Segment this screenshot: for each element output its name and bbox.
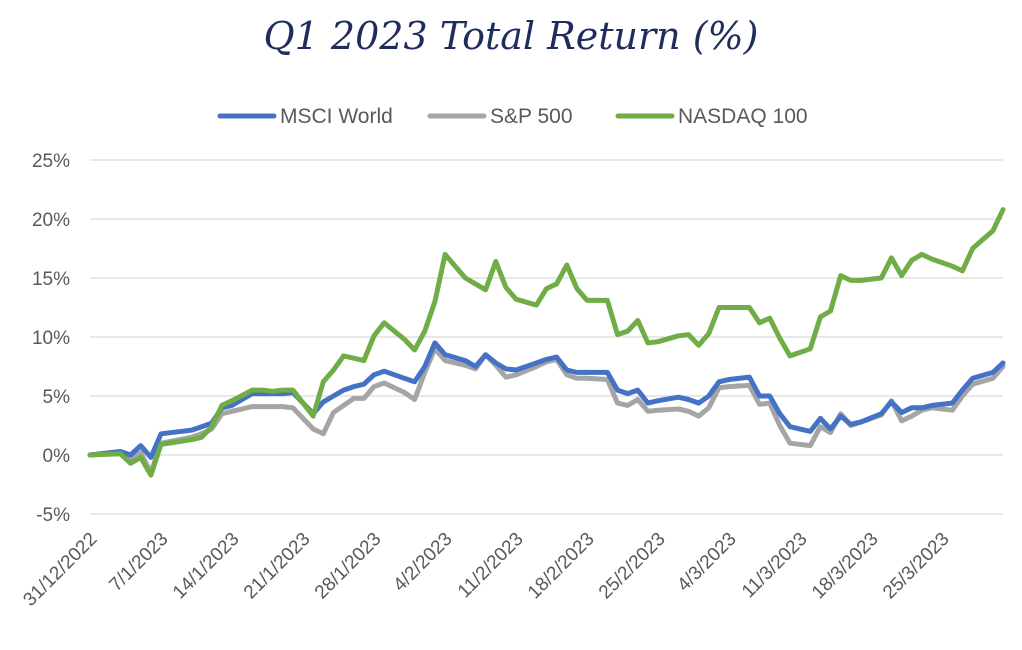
x-tick-label: 18/3/2023 xyxy=(808,529,883,604)
x-tick-label: 14/1/2023 xyxy=(169,529,244,604)
x-tick-label: 11/3/2023 xyxy=(738,529,812,603)
y-tick-label: 10% xyxy=(32,328,70,349)
x-tick-label: 18/2/2023 xyxy=(524,529,599,604)
y-tick-label: 20% xyxy=(32,210,70,231)
y-tick-label: 5% xyxy=(43,387,71,408)
x-tick-label: 25/3/2023 xyxy=(879,529,954,604)
legend: MSCI World S&P 500 NASDAQ 100 xyxy=(217,105,808,128)
x-tick-label: 28/1/2023 xyxy=(311,529,386,604)
legend-label: NASDAQ 100 xyxy=(678,105,808,128)
y-axis: -5% 0% 5% 10% 15% 20% 25% xyxy=(32,151,70,526)
series-lines xyxy=(87,207,1006,478)
chart-title: Q1 2023 Total Return (%) xyxy=(263,14,759,58)
x-tick-label: 31/12/2022 xyxy=(19,529,101,611)
x-tick-label: 25/2/2023 xyxy=(595,529,670,604)
series-line-s-p-500 xyxy=(87,346,1006,476)
x-tick-label: 4/2/2023 xyxy=(389,529,456,596)
x-tick-label: 11/2/2023 xyxy=(454,529,528,603)
x-tick-label: 7/1/2023 xyxy=(105,529,172,596)
y-tick-label: -5% xyxy=(36,505,70,526)
y-tick-label: 15% xyxy=(32,269,70,290)
legend-label: MSCI World xyxy=(280,105,393,128)
y-tick-label: 25% xyxy=(32,151,70,172)
series-line-msci-world xyxy=(87,340,1006,460)
series-line-nasdaq-100 xyxy=(87,207,1006,478)
gridlines xyxy=(90,159,1003,515)
x-tick-label: 4/3/2023 xyxy=(673,529,740,596)
x-axis: 31/12/2022 7/1/202314/1/202321/1/202328/1… xyxy=(19,529,953,611)
legend-label: S&P 500 xyxy=(490,105,573,128)
x-tick-label: 21/1/2023 xyxy=(240,529,315,604)
y-tick-label: 0% xyxy=(43,446,71,467)
